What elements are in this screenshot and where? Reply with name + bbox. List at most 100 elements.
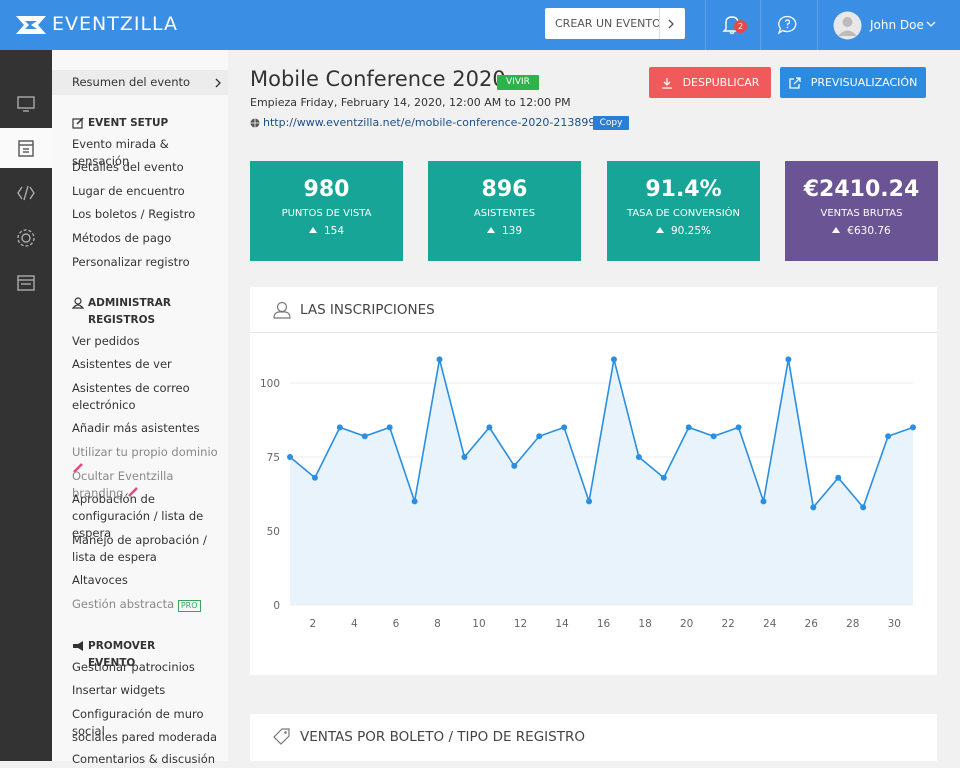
point: [785, 356, 792, 363]
nav-link[interactable]: Detalles del evento: [72, 160, 184, 174]
section-title: EVENT SETUP: [88, 117, 169, 129]
panel-title: LAS INSCRIPCIONES: [300, 302, 435, 318]
help-icon[interactable]: [777, 15, 798, 35]
divider: [250, 332, 937, 333]
setup-icon: [72, 117, 84, 129]
nav-link[interactable]: Aprobación de configuración / lista de e…: [72, 492, 204, 540]
copy-button[interactable]: Copy: [593, 116, 629, 130]
stat-card: 980 PUNTOS DE VISTA 154: [250, 161, 403, 261]
point: [710, 433, 717, 440]
brand[interactable]: EVENTZILLA: [52, 13, 179, 35]
point: [361, 433, 368, 440]
point: [436, 356, 443, 363]
divider: [760, 0, 761, 50]
point: [760, 498, 767, 505]
icon-rail: [0, 50, 52, 761]
stat-label: PUNTOS DE VISTA: [281, 208, 372, 219]
point: [287, 454, 293, 460]
nav-link[interactable]: Añadir más asistentes: [72, 421, 200, 435]
unpublish-button[interactable]: DESPUBLICAR: [649, 67, 771, 98]
point: [536, 433, 543, 440]
divider: [705, 0, 706, 50]
point: [336, 424, 343, 431]
panel-icon: [273, 301, 291, 319]
x-tick-label: 12: [514, 618, 527, 630]
x-tick-label: 6: [393, 618, 400, 630]
nav-link[interactable]: Gestionar patrocinios: [72, 660, 195, 674]
nav-link[interactable]: Métodos de pago: [72, 231, 172, 245]
x-tick-label: 18: [638, 618, 651, 630]
point: [586, 498, 593, 505]
user-name[interactable]: John Doe: [870, 18, 924, 32]
stat-value: 91.4%: [645, 177, 722, 202]
point: [685, 424, 692, 431]
sales-panel: VENTAS POR BOLETO / TIPO DE REGISTRO: [250, 714, 937, 761]
x-tick-label: 22: [721, 618, 734, 630]
stat-change: 154: [250, 225, 403, 237]
nav-link[interactable]: Utilizar tu propio dominio: [72, 444, 222, 478]
create-event-button[interactable]: CREAR UN EVENTO: [545, 8, 685, 39]
point: [461, 454, 468, 460]
pencil-icon: [73, 463, 83, 473]
nav-link[interactable]: Personalizar registro: [72, 255, 190, 269]
event-title: Mobile Conference 2020: [250, 67, 506, 91]
manage-icon: [72, 297, 84, 309]
x-tick-label: 20: [680, 618, 693, 630]
divider: [659, 8, 660, 39]
y-tick-label: 50: [267, 526, 280, 538]
nav-link[interactable]: Lugar de encuentro: [72, 184, 185, 198]
divider: [817, 0, 818, 50]
stat-value: 980: [303, 177, 350, 202]
nav-link[interactable]: sociales pared moderada: [72, 730, 218, 744]
nav-text: Ocultar Eventzilla branding: [72, 469, 174, 500]
rail-icons: [0, 96, 52, 291]
point: [860, 504, 867, 511]
stat-change-value: 90.25%: [670, 225, 712, 237]
chevron: [215, 78, 221, 88]
x-tick-label: 16: [597, 618, 611, 630]
promote-icon: [73, 641, 83, 651]
y-tick-label: 75: [267, 452, 280, 464]
nav-link[interactable]: Altavoces: [72, 573, 128, 587]
stat-label: VENTAS BRUTAS: [820, 208, 903, 219]
x-tick-label: 2: [309, 618, 316, 630]
point: [610, 356, 617, 363]
preview-button[interactable]: PREVISUALIZACIÓN: [780, 67, 926, 98]
stat-change: 139: [428, 225, 581, 237]
summary-row[interactable]: Resumen del evento: [52, 70, 228, 95]
stat-change: 90.25%: [607, 225, 760, 237]
nav-link[interactable]: Gestión abstracta PRO: [72, 596, 222, 613]
nav-link[interactable]: Manejo de aprobación / lista de espera: [72, 533, 207, 564]
x-tick-label: 24: [763, 618, 777, 630]
nav-link[interactable]: Ocultar Eventzilla branding: [72, 468, 222, 502]
external-icon: [789, 76, 801, 89]
point: [511, 462, 518, 469]
top-bar: EVENTZILLA CREAR UN EVENTO 2 John Doe: [0, 0, 960, 50]
nav-link[interactable]: Evento mirada & sensación: [72, 137, 169, 168]
stat-value: €2410.24: [803, 177, 920, 202]
nav-link[interactable]: Asistentes de ver: [72, 357, 172, 371]
section-title: PROMOVER EVENTO: [88, 640, 156, 669]
nav-link[interactable]: Los boletos / Registro: [72, 207, 196, 221]
nav-link[interactable]: Ver pedidos: [72, 334, 140, 348]
nav-link[interactable]: Asistentes de correo electrónico: [72, 381, 190, 412]
y-tick-label: 0: [273, 600, 280, 612]
nav-link[interactable]: Configuración de muro social: [72, 707, 204, 738]
point: [561, 424, 568, 431]
pencil-icon: [128, 487, 138, 497]
caret: [926, 21, 936, 27]
point: [885, 433, 892, 440]
avatar[interactable]: [833, 11, 862, 40]
point: [386, 424, 393, 431]
section-title: ADMINISTRAR REGISTROS: [88, 297, 171, 326]
x-tick-label: 30: [888, 618, 901, 630]
panel-title: VENTAS POR BOLETO / TIPO DE REGISTRO: [300, 729, 585, 745]
summary-link[interactable]: Resumen del evento: [72, 75, 191, 89]
event-url[interactable]: http://www.eventzilla.net/e/mobile-confe…: [263, 116, 624, 129]
pro-badge: PRO: [177, 600, 201, 612]
button-label: DESPUBLICAR: [682, 76, 760, 89]
stat-card: 91.4% TASA DE CONVERSIÓN 90.25%: [607, 161, 760, 261]
area: [290, 359, 913, 605]
nav-link[interactable]: Insertar widgets: [72, 683, 166, 697]
